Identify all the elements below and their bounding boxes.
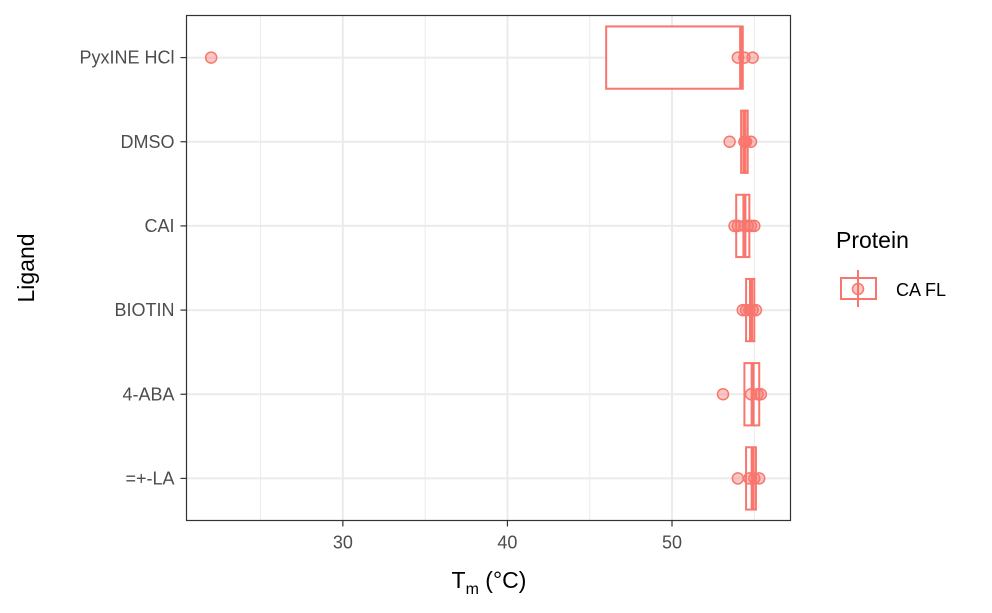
data-point [755,389,766,400]
y-tick-label-dmso: DMSO [121,132,175,152]
x-axis-title-main: T [452,567,466,593]
legend-title: Protein [836,227,909,253]
y-tick-label-la: =+-LA [125,468,174,488]
x-axis-title-subscript: m [466,581,479,598]
y-tick-label-4-aba: 4-ABA [122,384,174,404]
legend-label-ca-fl: CA FL [896,280,946,300]
data-point [750,305,761,316]
data-point [747,52,758,63]
y-tick-label-pyxine-hcl: PyxINE HCl [79,48,174,68]
legend-key-point [853,284,864,295]
data-point [206,52,217,63]
y-tick-label-biotin: BIOTIN [114,300,174,320]
x-tick-label-30: 30 [333,533,353,553]
data-point [749,220,760,231]
x-tick-label-50: 50 [662,533,682,553]
data-point [718,389,729,400]
data-point [746,136,757,147]
data-point [724,136,735,147]
y-tick-label-cai: CAI [144,216,174,236]
data-point [754,473,765,484]
x-tick-label-40: 40 [497,533,517,553]
x-axis-title-unit: (°C) [479,567,527,593]
data-point [732,473,743,484]
y-axis-title: Ligand [13,233,39,302]
box-iqr [606,26,743,88]
